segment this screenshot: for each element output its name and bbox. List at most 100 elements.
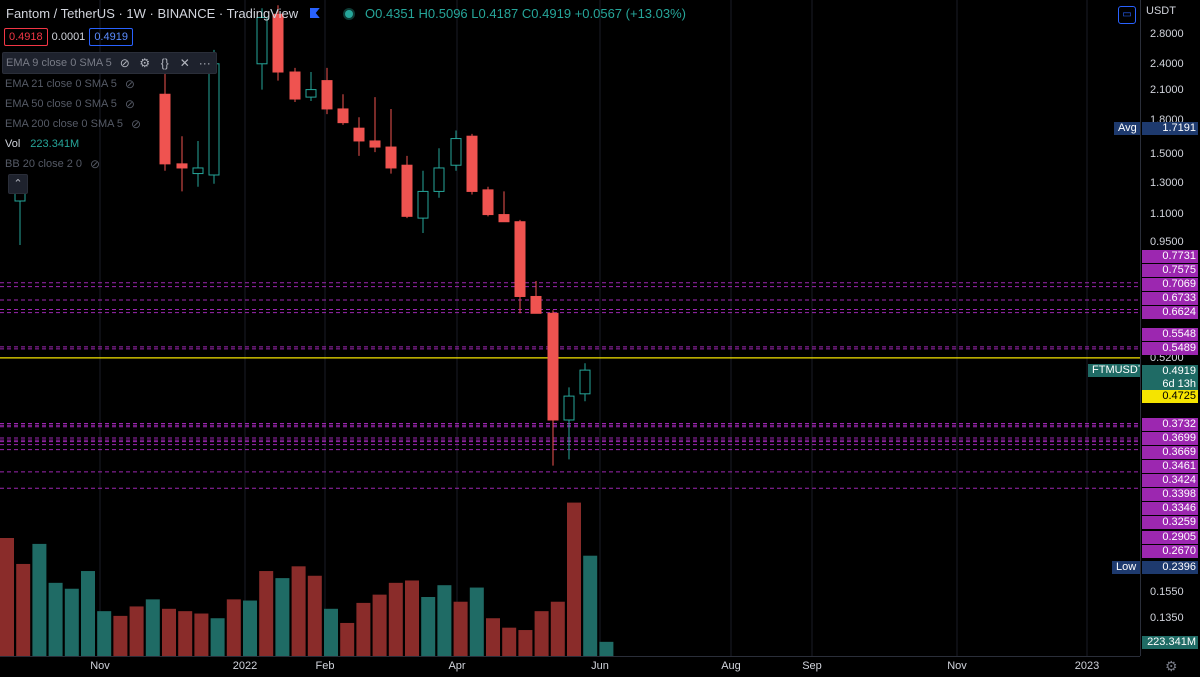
hide-eye-icon[interactable]: ⊘ xyxy=(119,56,130,70)
collapse-legend-icon[interactable]: ⌃ xyxy=(8,174,28,194)
time-tick-label: Jun xyxy=(591,660,609,672)
source-code-icon[interactable]: {} xyxy=(160,56,169,70)
candle-body xyxy=(547,312,559,421)
volume-row[interactable]: Vol 223.341M xyxy=(2,134,217,154)
indicator-row[interactable]: EMA 50 close 0 SMA 5 ⊘ xyxy=(2,94,217,114)
symbol-title[interactable]: Fantom / TetherUS · 1W · BINANCE · Tradi… xyxy=(6,6,299,21)
market-status-icon xyxy=(345,10,354,18)
candle-body xyxy=(369,140,381,148)
volume-bar xyxy=(502,627,517,656)
volume-bar xyxy=(81,571,95,656)
symbol-legend: Fantom / TetherUS · 1W · BINANCE · Tradi… xyxy=(6,6,686,21)
volume-label: Vol xyxy=(5,138,21,150)
volume-bar xyxy=(534,611,549,656)
volume-bar xyxy=(16,563,31,656)
more-menu-icon[interactable]: ··· xyxy=(198,56,211,70)
level-price-label: 0.3461 xyxy=(1142,460,1198,473)
level-price-label: 0.3346 xyxy=(1142,502,1198,515)
volume-bar xyxy=(599,641,614,656)
indicator-label: EMA 21 close 0 SMA 5 xyxy=(5,78,117,90)
volume-bar xyxy=(486,618,500,656)
volume-bar xyxy=(291,566,306,656)
indicator-row[interactable]: EMA 9 close 0 SMA 5 ⊘ ⚙ {} ✕ ··· xyxy=(2,52,217,74)
sell-button[interactable]: 0.4918 xyxy=(4,28,48,46)
candle-body xyxy=(530,295,542,314)
indicator-row[interactable]: EMA 200 close 0 SMA 5 ⊘ xyxy=(2,114,217,134)
candle-body xyxy=(466,135,478,192)
indicator-label: EMA 200 close 0 SMA 5 xyxy=(5,118,124,130)
hidden-eye-icon[interactable]: ⊘ xyxy=(124,97,135,111)
candle-body xyxy=(563,395,575,421)
indicator-row[interactable]: BB 20 close 2 0 ⊘ xyxy=(2,154,217,174)
indicator-row[interactable]: EMA 21 close 0 SMA 5 ⊘ xyxy=(2,74,217,94)
volume-bar xyxy=(162,608,176,656)
hidden-eye-icon[interactable]: ⊘ xyxy=(130,117,142,131)
candle-body xyxy=(321,80,333,110)
price-tick-label: 0.5200 xyxy=(1150,352,1184,364)
settings-gear-icon[interactable]: ⚙ xyxy=(1165,658,1178,674)
chart-canvas[interactable] xyxy=(0,0,1140,656)
volume-bar xyxy=(64,588,79,656)
indicator-list: EMA 9 close 0 SMA 5 ⊘ ⚙ {} ✕ ··· EMA 21 … xyxy=(2,52,217,174)
hidden-eye-icon[interactable]: ⊘ xyxy=(90,157,101,171)
candle-body xyxy=(482,189,494,216)
candle-body xyxy=(498,214,510,223)
volume-bar xyxy=(194,613,209,656)
volume-bar xyxy=(259,571,274,656)
volume-bar xyxy=(550,601,565,656)
remove-close-icon[interactable]: ✕ xyxy=(179,56,190,70)
last-price-label: 0.4919 xyxy=(1142,365,1198,378)
compare-icon[interactable]: ▭ xyxy=(1118,6,1136,24)
volume-bar xyxy=(453,601,468,656)
candle-body xyxy=(272,13,284,73)
level-price-label: 0.6733 xyxy=(1142,292,1198,305)
hidden-eye-icon[interactable]: ⊘ xyxy=(124,77,135,91)
ohlc-high: H0.5096 xyxy=(418,6,468,21)
buy-button[interactable]: 0.4919 xyxy=(89,28,133,46)
countdown-label: 6d 13h xyxy=(1142,378,1198,391)
settings-gear-icon[interactable]: ⚙ xyxy=(139,56,151,70)
volume-bar xyxy=(388,582,403,656)
level-price-label: 0.3669 xyxy=(1142,446,1198,459)
ohlc-open: O0.4351 xyxy=(365,6,415,21)
ohlc-close: C0.4919 xyxy=(521,6,572,21)
ohlc-change: +0.0567 (+13.03%) xyxy=(574,6,686,21)
flag-icon[interactable] xyxy=(309,8,320,18)
volume-bar xyxy=(145,599,160,656)
volume-bar xyxy=(421,597,436,656)
currency-label[interactable]: USDT xyxy=(1146,5,1176,17)
candle-body xyxy=(305,89,317,98)
volume-bar xyxy=(178,611,193,656)
price-axis[interactable]: USDT 2.8000 2.4000 2.1000 1.8000 1.5000 1.300… xyxy=(1140,0,1200,656)
chart-area[interactable]: FTMUSDT Avg Low xyxy=(0,0,1140,656)
price-tick-label: 2.1000 xyxy=(1150,84,1184,96)
volume-bar xyxy=(340,622,355,656)
volume-bar xyxy=(372,594,387,656)
trade-buttons: 0.4918 0.0001 0.4919 xyxy=(4,28,133,46)
time-tick-label: Sep xyxy=(802,660,822,672)
volume-bar xyxy=(405,580,419,656)
avg-value-label: 1.7191 xyxy=(1142,122,1198,135)
price-tick-label: 0.1350 xyxy=(1150,612,1184,624)
time-tick-label: 2023 xyxy=(1074,660,1100,672)
time-axis[interactable]: Nov 2022 Feb Apr Jun Aug Sep Nov 2023 xyxy=(0,656,1140,677)
volume-value: 223.341M xyxy=(30,138,80,150)
volume-bar xyxy=(275,578,290,656)
indicator-label: BB 20 close 2 0 xyxy=(5,158,83,170)
volume-bar xyxy=(518,630,533,656)
volume-bar xyxy=(32,543,47,656)
candle-body xyxy=(401,164,413,217)
level-price-label: 0.7575 xyxy=(1142,264,1198,277)
indicator-label: EMA 50 close 0 SMA 5 xyxy=(5,98,117,110)
level-price-label: 0.5489 xyxy=(1142,342,1198,355)
level-price-label: 0.6624 xyxy=(1142,306,1198,319)
candle-body xyxy=(353,127,365,142)
candle-body xyxy=(337,108,349,124)
price-tick-label: 2.4000 xyxy=(1150,58,1184,70)
time-tick-label: Apr xyxy=(448,660,466,672)
volume-bar xyxy=(97,611,112,656)
level-price-label: 0.2905 xyxy=(1142,531,1198,544)
time-tick-label: Aug xyxy=(721,660,741,672)
volume-bar xyxy=(113,615,128,656)
time-tick-label: Nov xyxy=(90,660,110,672)
